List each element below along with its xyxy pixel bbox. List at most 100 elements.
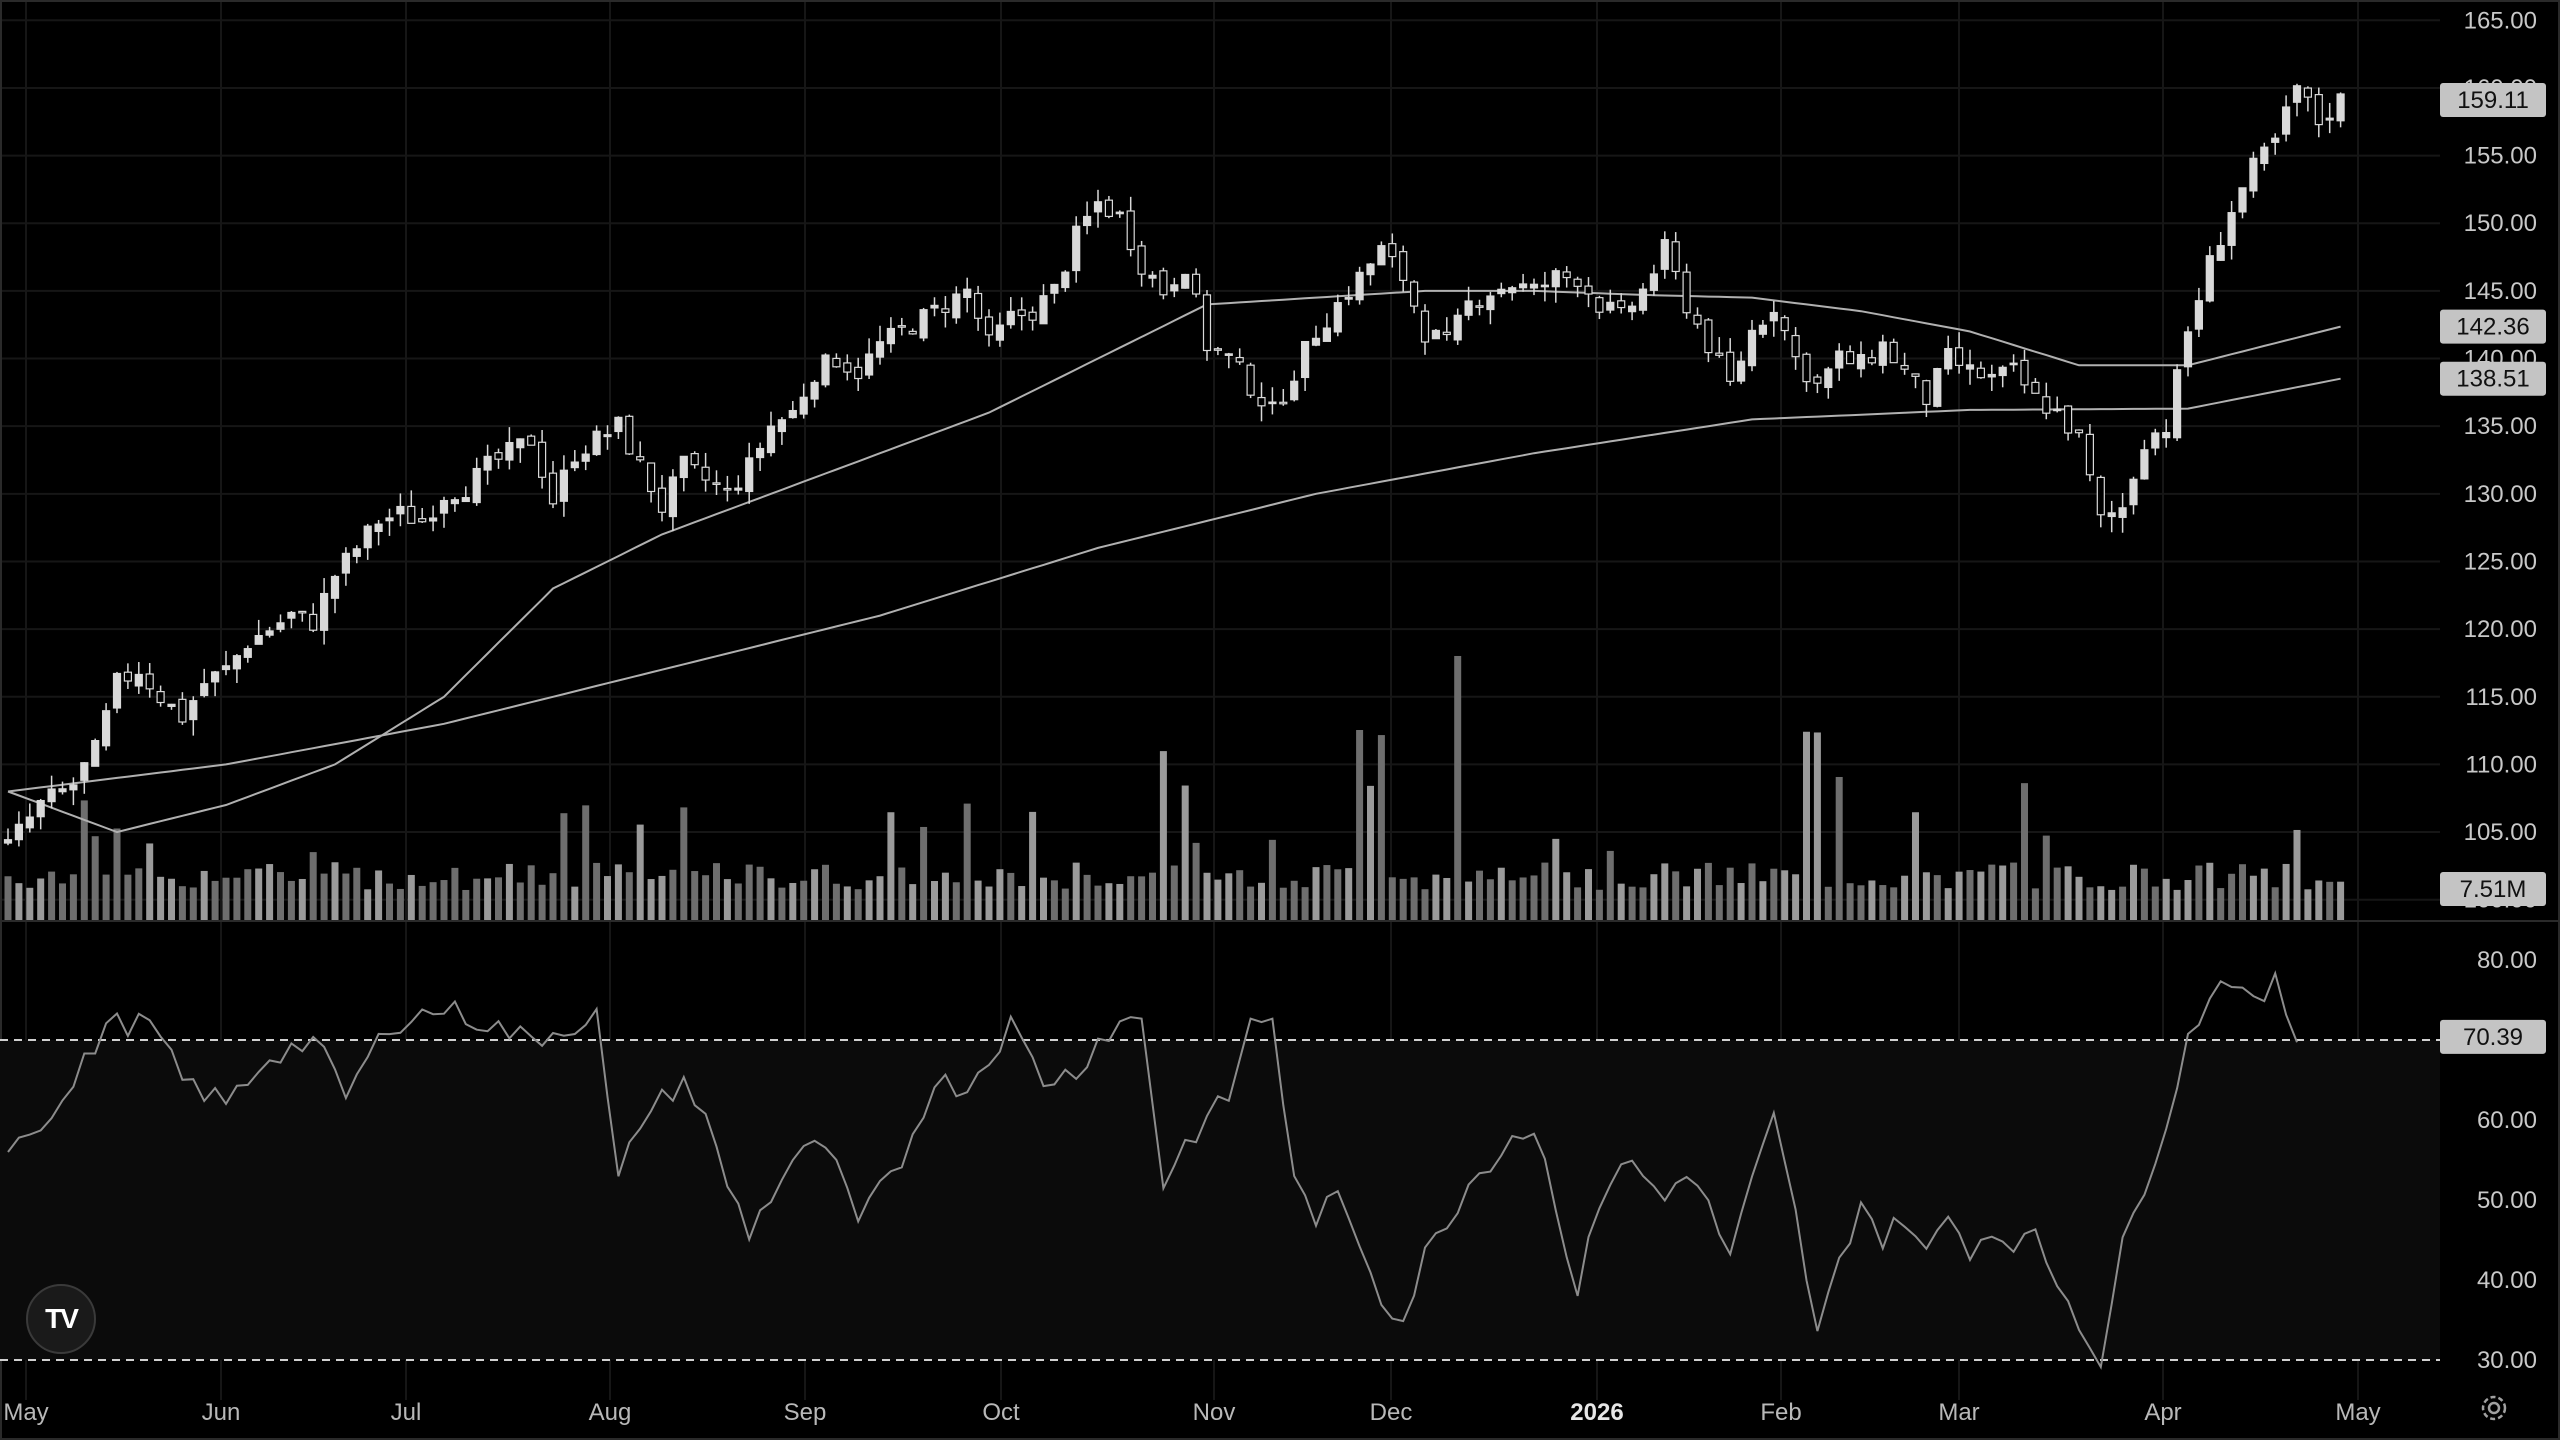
candle-body [1224, 353, 1233, 356]
candle-body [2074, 429, 2084, 434]
volume-bar [2031, 888, 2039, 920]
candle-body [908, 330, 917, 335]
volume-bar [2064, 866, 2072, 920]
volume-bar [1552, 838, 1560, 920]
volume-bar [1138, 876, 1146, 920]
candle-body [341, 552, 350, 574]
volume-bar [2260, 868, 2268, 920]
candle-body [407, 505, 416, 524]
volume-bar [1508, 880, 1516, 920]
volume-bar [1977, 871, 1985, 920]
candle-body [1867, 357, 1877, 364]
volume-bar [1792, 874, 1800, 920]
volume-bar [1726, 867, 1734, 920]
volume-bar [1040, 877, 1047, 920]
candle-body [625, 415, 634, 455]
rsi-tick-label: 40.00 [2477, 1267, 2537, 1294]
volume-bar [963, 803, 971, 920]
candle-body [1126, 210, 1135, 251]
candle-body [1497, 288, 1506, 295]
volume-bar [1312, 867, 1320, 920]
volume-bar [2228, 873, 2236, 920]
candle-body [1300, 341, 1310, 379]
candle-body [1802, 353, 1811, 383]
volume-bar [778, 887, 786, 920]
volume-bar [658, 875, 666, 920]
time-tick-label: May [3, 1399, 48, 1426]
volume-bar [266, 864, 274, 920]
volume-bar [1857, 885, 1865, 920]
volume-bar [364, 889, 372, 920]
volume-bar [1715, 885, 1723, 920]
volume-bar [386, 883, 393, 920]
volume-bar [691, 871, 699, 920]
volume-bar [462, 889, 470, 920]
candle-body [1835, 350, 1844, 369]
candle-body [232, 655, 241, 670]
time-tick-label: Feb [1760, 1399, 1801, 1426]
candle-body [1431, 329, 1441, 340]
volume-bar [1377, 735, 1385, 920]
volume-bar [298, 878, 306, 920]
candle-body [25, 816, 34, 829]
candle-body [418, 518, 427, 523]
candle-body [1082, 215, 1092, 227]
volume-bar [1094, 885, 1102, 920]
volume-bar [767, 878, 775, 920]
candle-body [701, 466, 710, 481]
tradingview-logo-icon[interactable]: TV [26, 1284, 96, 1354]
volume-bar [146, 843, 154, 920]
candle-body [1911, 373, 1920, 377]
candle-body [1638, 288, 1648, 311]
candle-body [636, 456, 645, 461]
candle-body [483, 455, 492, 471]
candle-body [2151, 432, 2160, 449]
volume-bar [1661, 863, 1669, 920]
volume-bar [887, 812, 895, 920]
volume-bar [1356, 730, 1364, 920]
price-tick-label: 165.00 [2464, 7, 2537, 34]
candle-body [864, 353, 874, 376]
volume-bar [2108, 889, 2116, 920]
time-tick-label: Apr [2144, 1399, 2181, 1426]
volume-bar [538, 884, 546, 920]
settings-gear-icon[interactable] [2478, 1392, 2510, 1424]
candle-body [1017, 309, 1026, 317]
candle-body [1268, 401, 1277, 405]
volume-bar [1585, 869, 1592, 920]
time-tick-label: May [2335, 1399, 2380, 1426]
volume-bar [854, 889, 862, 920]
candle-body [1355, 271, 1364, 301]
candle-body [832, 357, 841, 368]
candle-body [3, 839, 13, 844]
candle-body [537, 441, 547, 478]
candle-body [320, 592, 329, 631]
rsi-tick-label: 30.00 [2477, 1347, 2537, 1374]
ma-slow-tag-box [2440, 361, 2546, 396]
volume-bar [1770, 868, 1778, 920]
volume-bar [233, 877, 241, 920]
time-tick-label: Dec [1370, 1399, 1413, 1426]
volume-bar [1519, 877, 1527, 920]
volume-bar [1574, 887, 1582, 920]
candlesticks [3, 83, 2345, 847]
candle-body [1791, 334, 1800, 358]
volume-bar [1105, 883, 1113, 920]
candle-body [1486, 295, 1495, 311]
candle-body [1551, 270, 1560, 288]
moving-average-line [7, 289, 2341, 834]
candle-body [646, 462, 656, 493]
rsi-tick-label: 80.00 [2477, 947, 2537, 974]
candle-body [1595, 297, 1604, 313]
candle-body [886, 327, 896, 345]
candle-body [690, 453, 699, 466]
candle-body [1202, 294, 1212, 352]
candle-body [995, 324, 1005, 341]
volume-bar [909, 884, 917, 920]
candle-body [330, 575, 340, 599]
volume-bar [1247, 886, 1255, 920]
candle-body [1170, 284, 1179, 292]
candle-body [1606, 301, 1615, 311]
volume-bar [1497, 867, 1505, 920]
